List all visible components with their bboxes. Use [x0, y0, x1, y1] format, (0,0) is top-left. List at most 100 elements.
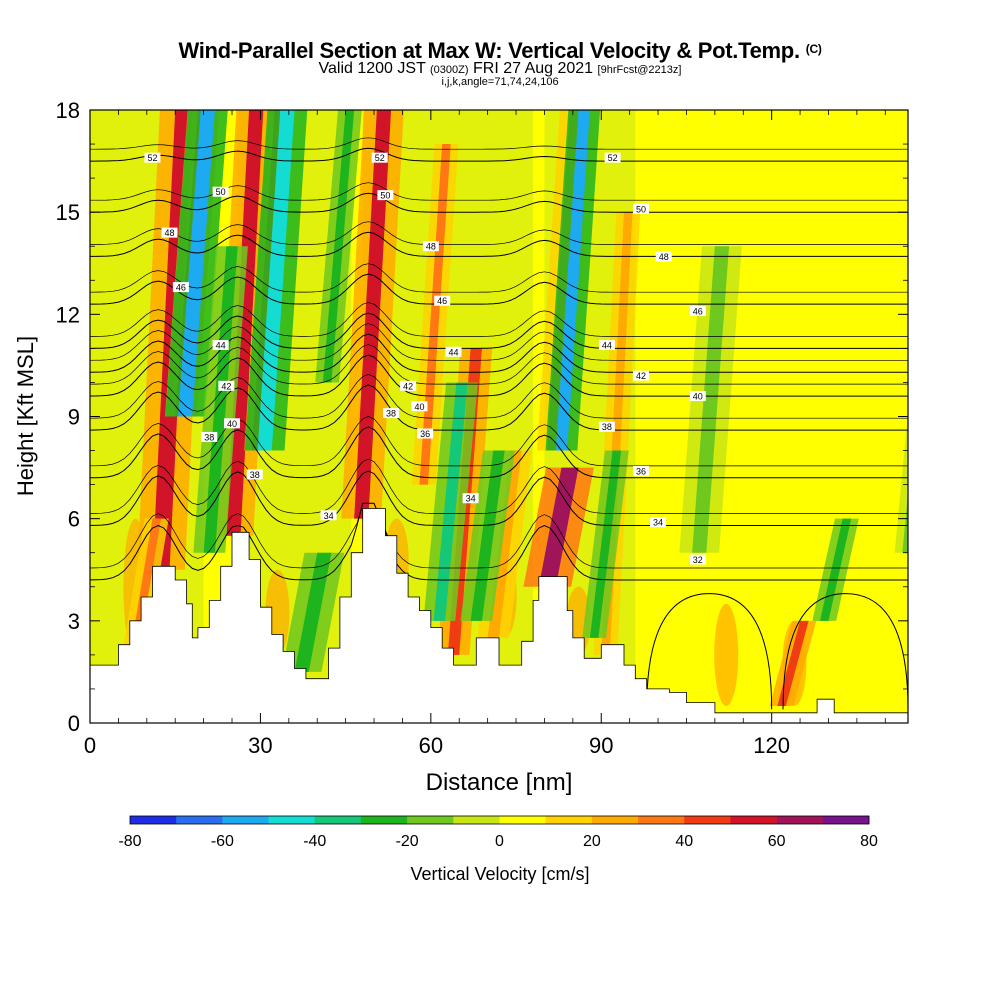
theta-label-bg — [633, 465, 650, 476]
x-tick-label: 60 — [419, 733, 443, 758]
theta-label-text: 36 — [420, 429, 430, 439]
theta-label-bg — [633, 370, 650, 381]
theta-label-text: 38 — [602, 422, 612, 432]
theta-label-bg — [598, 421, 615, 432]
downdraft-core — [470, 450, 505, 621]
theta-label: 42 — [400, 380, 417, 391]
theta-label-text: 34 — [466, 494, 476, 504]
theta-label: 34 — [462, 493, 479, 504]
theta-label: 52 — [371, 152, 388, 163]
theta-isoline-minor — [90, 344, 908, 385]
y-tick-label: 3 — [68, 609, 80, 634]
theta-label-text: 44 — [449, 347, 459, 357]
theta-label-bg — [604, 152, 621, 163]
updraft-core — [487, 450, 522, 638]
theta-label: 36 — [633, 465, 650, 476]
x-tick-label: 90 — [589, 733, 613, 758]
colorbar-swatch — [176, 816, 223, 824]
theta-label-text: 34 — [324, 511, 334, 521]
colorbar-swatch — [638, 816, 685, 824]
x-tick-label: 0 — [84, 733, 96, 758]
theta-isoline-minor — [90, 263, 908, 293]
downdraft-core — [433, 382, 468, 621]
theta-label-bg — [400, 380, 417, 391]
downdraft-core — [203, 246, 238, 553]
theta-isoline — [90, 384, 908, 431]
y-tick-label: 6 — [68, 507, 80, 532]
theta-label-bg — [172, 282, 189, 293]
theta-label: 32 — [689, 554, 706, 565]
theta-label-bg — [689, 305, 706, 316]
colorbar-tick-label: -60 — [211, 833, 234, 850]
theta-label: 46 — [434, 295, 451, 306]
downdraft-core — [322, 110, 355, 383]
theta-label-text: 52 — [608, 153, 618, 163]
updraft-core — [226, 110, 264, 536]
colorbar-tick-label: 40 — [675, 833, 693, 850]
theta-label-text: 46 — [176, 283, 186, 293]
theta-label: 38 — [201, 431, 218, 442]
theta-label-bg — [224, 418, 241, 429]
colorbar-swatch — [130, 816, 177, 824]
theta-label: 46 — [689, 305, 706, 316]
colorbar-label: Vertical Velocity [cm/s] — [410, 864, 589, 884]
theta-label-bg — [212, 186, 229, 197]
chart-indices: i,j,k,angle=71,74,24,106 — [441, 76, 559, 88]
theta-label-text: 52 — [375, 153, 385, 163]
theta-label-bg — [445, 346, 462, 357]
theta-label: 40 — [411, 401, 428, 412]
colorbar-swatch — [730, 816, 777, 824]
theta-isoline-low — [782, 593, 908, 710]
theta-label-bg — [411, 401, 428, 412]
theta-label-text: 38 — [250, 470, 260, 480]
theta-label-text: 34 — [653, 518, 663, 528]
y-tick-label: 12 — [56, 302, 80, 327]
theta-label-text: 46 — [437, 296, 447, 306]
colorbar-swatch — [453, 816, 500, 824]
theta-isoline — [90, 273, 908, 305]
theta-label-text: 42 — [403, 381, 413, 391]
y-tick-label: 9 — [68, 405, 80, 430]
theta-label-bg — [383, 408, 400, 419]
theta-isoline — [90, 426, 908, 479]
theta-label-text: 42 — [636, 371, 646, 381]
theta-label: 42 — [633, 370, 650, 381]
y-tick-label: 15 — [56, 200, 80, 225]
theta-label: 48 — [655, 251, 672, 262]
theta-label: 48 — [161, 227, 178, 238]
updraft-core — [538, 467, 579, 587]
theta-label: 38 — [383, 408, 400, 419]
colorbar-swatch — [407, 816, 454, 824]
theta-isoline-low — [646, 593, 773, 710]
theta-label-text: 40 — [414, 402, 424, 412]
downdraft-core — [902, 493, 908, 553]
theta-label-text: 32 — [693, 555, 703, 565]
colorbar-swatch — [222, 816, 269, 824]
theta-label: 52 — [144, 152, 161, 163]
weak-updraft-patch — [714, 603, 739, 706]
y-tick-label: 0 — [68, 711, 80, 736]
theta-isoline — [90, 502, 908, 581]
downdraft-core — [257, 110, 295, 451]
theta-label-bg — [246, 469, 263, 480]
theta-label-bg — [201, 431, 218, 442]
theta-label-bg — [434, 295, 451, 306]
theta-label: 38 — [246, 469, 263, 480]
theta-label-text: 40 — [227, 419, 237, 429]
theta-label-text: 38 — [386, 409, 396, 419]
colorbar-tick-label: -80 — [118, 833, 141, 850]
theta-label-bg — [689, 391, 706, 402]
updraft-core — [419, 144, 451, 485]
theta-label-text: 50 — [216, 187, 226, 197]
theta-label: 44 — [212, 339, 229, 350]
theta-isoline — [90, 470, 908, 526]
colorbar-swatch — [360, 816, 408, 824]
theta-isoline — [90, 147, 908, 162]
theta-isoline-minor — [90, 137, 908, 150]
theta-label-bg — [144, 152, 161, 163]
terrain — [89, 508, 909, 724]
theta-label-bg — [417, 428, 434, 439]
downdraft-core — [589, 450, 622, 638]
theta-label-bg — [633, 203, 650, 214]
